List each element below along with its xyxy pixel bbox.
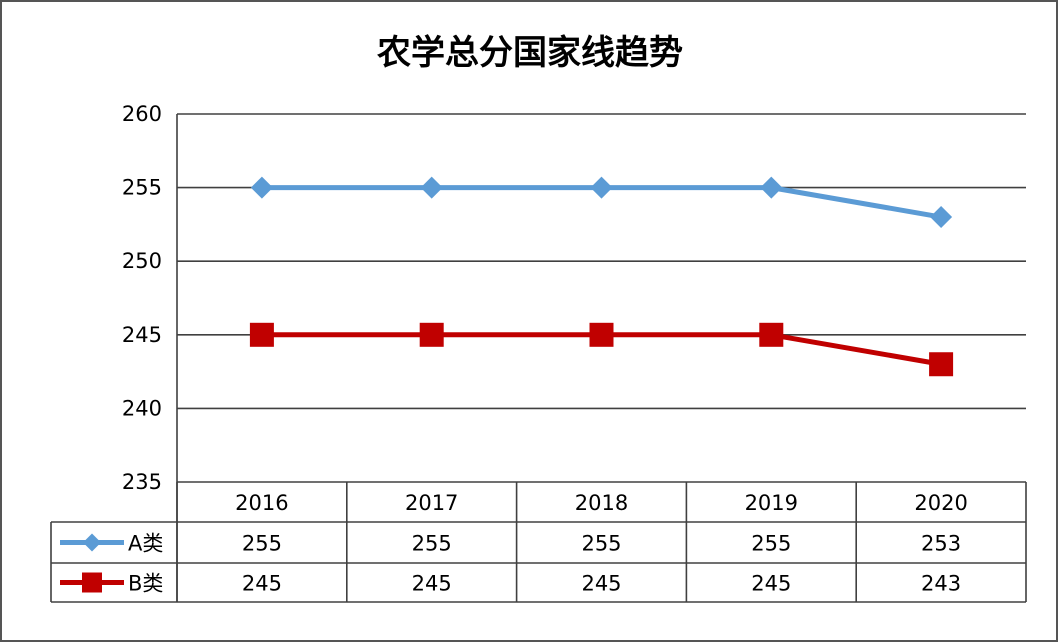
data-point-b-0 [249,322,274,347]
data-point-b-1 [419,322,444,347]
y-tick-label-240: 240 [122,396,162,420]
data-point-b-4 [929,352,954,377]
table-value-1-4: 243 [921,572,961,596]
gridlines [177,113,1026,410]
y-tick-label-260: 260 [122,102,162,126]
table-value-0-1: 255 [412,532,452,556]
table-value-0-3: 255 [751,532,791,556]
y-tick-label-250: 250 [122,249,162,273]
y-tick-label-245: 245 [122,323,162,347]
legend-label-0: A类 [128,532,163,556]
table-value-1-0: 245 [242,572,282,596]
data-point-a-3 [760,176,783,199]
data-point-a-0 [250,176,273,199]
y-axis: 260 255 250 245 240 235 [122,102,178,602]
y-tick-label-235: 235 [122,470,162,494]
table-value-1-3: 245 [751,572,791,596]
legend-label-1: B类 [128,572,163,596]
x-category-label-2018: 2018 [575,491,628,515]
x-category-label-2020: 2020 [914,491,967,515]
table-value-0-4: 253 [921,532,961,556]
series-lines [249,176,954,377]
x-category-label-2017: 2017 [405,491,458,515]
data-point-a-1 [420,176,443,199]
table-value-0-0: 255 [242,532,282,556]
chart-title: 农学总分国家线趋势 [377,33,683,73]
data-point-b-3 [759,322,784,347]
table-value-1-2: 245 [581,572,621,596]
data-point-a-2 [590,176,613,199]
legend-marker-diamond-0 [83,533,101,552]
table-value-0-2: 255 [581,532,621,556]
table-value-1-1: 245 [412,572,452,596]
data-table: 2016 2017 2018 2019 2020 A类 255 255 255 255 253 B类 2… [50,481,1027,603]
data-point-b-2 [589,322,614,347]
data-point-a-4 [930,206,953,229]
y-tick-label-255: 255 [122,176,162,200]
x-category-label-2019: 2019 [745,491,798,515]
x-category-label-2016: 2016 [235,491,288,515]
legend-marker-square-1 [82,572,102,593]
